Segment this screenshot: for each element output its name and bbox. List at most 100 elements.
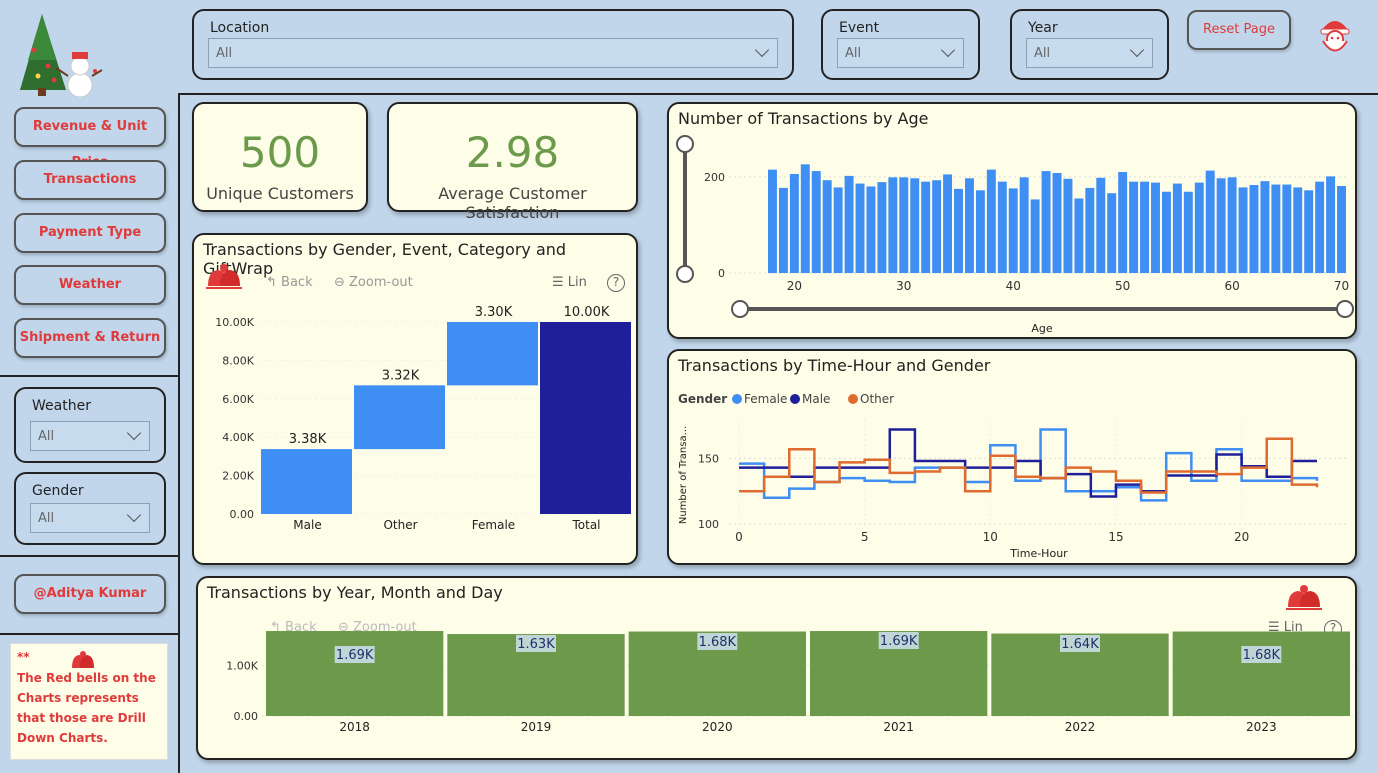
age-bar [1129, 181, 1139, 273]
year-slicer[interactable]: Year All [1010, 9, 1169, 80]
lin-button[interactable]: ☰ Lin [1268, 620, 1303, 635]
slider-handle [731, 300, 749, 318]
logo [14, 10, 106, 100]
weather-dropdown[interactable]: All [30, 421, 150, 451]
hour-chart: Gender Female Male Other 100 150 0 5 10 15 20 Time-… [678, 392, 1349, 560]
data-label: 1.68K [699, 635, 737, 650]
divider [0, 633, 180, 635]
year-dropdown[interactable]: All [1026, 38, 1153, 68]
x-tick-label: Female [472, 518, 515, 532]
age-bar [1337, 185, 1346, 273]
nav-transactions[interactable]: Transactions [14, 160, 166, 200]
age-bar [1304, 190, 1314, 273]
x-tick-label: Total [571, 518, 600, 532]
legend-label: Female [744, 392, 787, 406]
kpi-value: 2.98 [465, 128, 560, 177]
x-tick-label: 2023 [1246, 720, 1277, 734]
reset-page-button[interactable]: Reset Page [1187, 10, 1291, 50]
x-tick-label: Male [293, 518, 321, 532]
series-line-male [739, 428, 1317, 498]
x-tick-label: 70 [1334, 279, 1349, 293]
year-chart-card: Transactions by Year, Month and Day ↰ Ba… [196, 576, 1357, 760]
data-label-bg [1060, 635, 1100, 652]
y-axis-title: Number of Transa... [678, 426, 689, 524]
waterfall-bar [447, 322, 538, 386]
slider-handle [676, 265, 694, 283]
age-bar [1140, 181, 1150, 273]
year-chart: 0.00 1.00K 1.69K 2018 1.63K 2019 1.68K 2020 1.69… [226, 631, 1353, 734]
kpi-avg-satisfaction: 2.98 Average Customer Satisfaction [387, 102, 638, 222]
location-slicer[interactable]: Location All [192, 9, 794, 80]
age-bar [1096, 177, 1106, 273]
age-bar [877, 182, 887, 273]
data-label-bg [878, 632, 919, 649]
weather-slicer[interactable]: Weather All [14, 387, 166, 463]
x-tick-label: 50 [1115, 279, 1130, 293]
age-bar [997, 181, 1007, 273]
legend-label: Male [802, 392, 830, 406]
data-label-bg [697, 633, 738, 650]
nav-payment-type[interactable]: Payment Type [14, 213, 166, 253]
gender-slicer[interactable]: Gender All [14, 472, 166, 545]
y-tick-label: 0.00 [230, 508, 255, 521]
data-label: 3.30K [475, 305, 513, 320]
y-tick-label: 200 [704, 171, 725, 184]
hour-chart-card: Transactions by Time-Hour and Gender Gen… [667, 349, 1357, 565]
age-bar [778, 187, 788, 273]
x-tick-label: 2021 [883, 720, 914, 734]
data-label: 1.63K [517, 637, 555, 652]
data-label: 1.69K [880, 634, 918, 649]
help-icon[interactable]: ? [607, 274, 625, 292]
chevron-down-icon [940, 42, 956, 58]
age-bar [921, 181, 931, 273]
location-dropdown[interactable]: All [208, 38, 778, 68]
age-bar [899, 177, 909, 273]
age-bar [888, 177, 898, 273]
x-axis-title: Age [1031, 322, 1053, 335]
nav-revenue-unit-price[interactable]: Revenue & Unit Price [14, 107, 166, 170]
x-tick-label: 10 [983, 530, 998, 544]
kpi-value: 500 [239, 128, 321, 177]
bells-icon[interactable] [204, 262, 244, 292]
data-label: 10.00K [564, 305, 610, 320]
year-bar [266, 631, 444, 716]
age-bar [1118, 172, 1128, 273]
chevron-down-icon [754, 42, 770, 58]
age-bar [1293, 187, 1303, 273]
age-bar [1172, 183, 1182, 273]
y-tick-label: 8.00K [222, 354, 254, 367]
back-button[interactable]: ↰ Back [266, 275, 313, 290]
legend-marker [848, 394, 858, 404]
age-bar [1271, 184, 1281, 273]
x-tick-label: 2019 [521, 720, 552, 734]
author-button[interactable]: @Aditya Kumar [14, 574, 166, 614]
waterfall-bar [354, 385, 445, 450]
age-bar [964, 178, 974, 273]
nav-weather[interactable]: Weather [14, 265, 166, 305]
nav-shipment-return[interactable]: Shipment & Return [14, 318, 166, 358]
data-label: 1.68K [1243, 648, 1281, 663]
note-text: The Red bells on the Charts represents t… [17, 671, 156, 745]
y-tick-label: 150 [698, 452, 719, 465]
age-chart-card: Number of Transactions by Age 0 200 20 30 40… [667, 102, 1357, 339]
lin-button[interactable]: ☰ Lin [552, 275, 587, 290]
y-tick-label: 0.00 [234, 710, 259, 723]
chevron-down-icon [126, 507, 142, 523]
data-label: 3.38K [289, 432, 327, 447]
legend-marker [790, 394, 800, 404]
chevron-down-icon [1129, 42, 1145, 58]
bells-icon[interactable] [1284, 581, 1324, 615]
lin-label: Lin [567, 275, 587, 290]
x-tick-label: 2022 [1065, 720, 1096, 734]
age-bar [1161, 191, 1171, 273]
data-label-bg [1241, 646, 1282, 663]
age-bar [910, 178, 920, 273]
event-dropdown[interactable]: All [837, 38, 964, 68]
age-bar [811, 171, 821, 273]
data-label-bg [516, 635, 556, 652]
gender-dropdown[interactable]: All [30, 503, 150, 533]
zoom-out-button[interactable]: ⊖ Zoom-out [334, 275, 413, 290]
event-slicer[interactable]: Event All [821, 9, 980, 80]
year-bar [1172, 631, 1350, 716]
age-bar [1227, 177, 1237, 273]
